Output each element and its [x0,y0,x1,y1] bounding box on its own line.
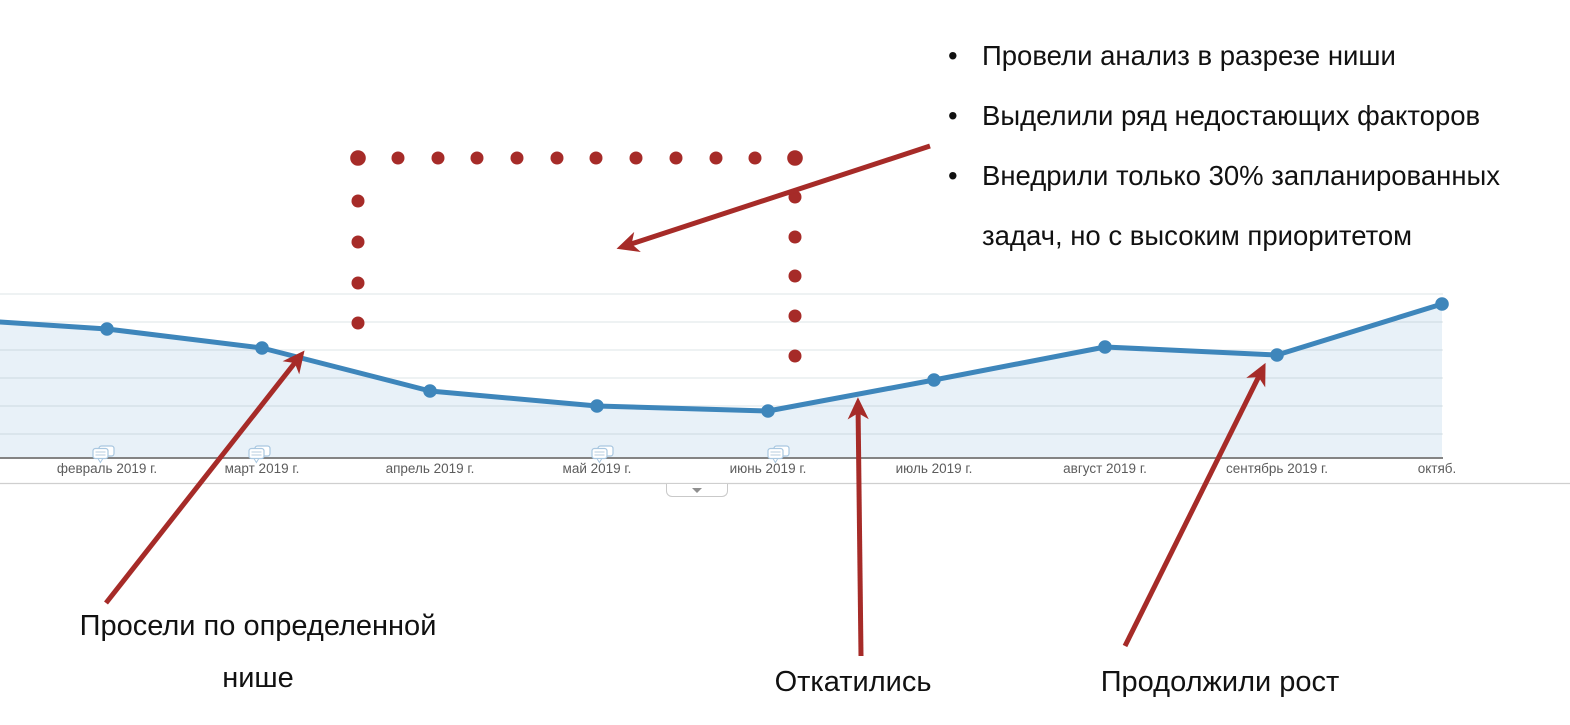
bullet-item: • Выделили ряд недостающих факторов [948,86,1563,146]
axis-label: июнь 2019 г. [729,461,807,476]
dotted-box-dot [510,151,524,165]
annotation-bubble-icon[interactable] [92,445,115,464]
note-drop-line1: Просели по определенной [79,610,437,642]
axis-label: февраль 2019 г. [56,461,158,476]
data-point[interactable] [255,341,269,355]
dotted-box-dot [629,151,643,165]
axis-label: июль 2019 г. [895,461,973,476]
annotation-bubble-icon[interactable] [591,445,614,464]
data-point[interactable] [761,404,775,418]
data-point[interactable] [100,322,114,336]
dotted-box-dot [431,151,445,165]
bullet-icon: • [948,160,958,191]
dotted-box-dot [351,194,365,208]
axis-label: октяб. [1417,461,1457,476]
data-point[interactable] [1435,297,1449,311]
axis-collapse-button[interactable] [666,484,728,497]
annotation-bubble-icon[interactable] [248,445,271,464]
bullet-item: • Провели анализ в разрезе ниши [948,26,1563,86]
axis-label: август 2019 г. [1063,461,1147,476]
bullet-text: задач, но с высоким приоритетом [982,220,1413,251]
arrow-to-dotted-box [616,143,931,252]
axis-label: май 2019 г. [562,461,632,476]
dotted-box-dot [351,276,365,290]
bullet-text: Выделили ряд недостающих факторов [982,100,1481,131]
note-rollback: Откатились [703,660,1003,704]
dotted-box-dot [350,150,366,166]
dotted-box-dot [470,151,484,165]
chevron-down-icon [692,488,702,493]
dotted-box-dot [787,150,803,166]
arrow-rollback [847,397,869,657]
data-point[interactable] [1270,348,1284,362]
dotted-box-dot [351,316,365,330]
dotted-box-dot [788,230,802,244]
bullet-text: Внедрили только 30% запланированных [982,160,1501,191]
bullet-item-continuation: • задач, но с высоким приоритетом [948,206,1563,266]
dotted-box-dot [550,151,564,165]
dotted-box-dot [788,309,802,323]
data-point[interactable] [1098,340,1112,354]
note-growth: Продолжили рост [1060,660,1380,704]
bullet-icon: • [948,100,958,131]
note-drop: Просели по определенной нише [28,600,488,704]
area-fill [0,304,1442,458]
dotted-box-dot [669,151,683,165]
dotted-box-dot [589,151,603,165]
axis-label: март 2019 г. [224,461,300,476]
dotted-box-dot [788,349,802,363]
data-point[interactable] [423,384,437,398]
note-rollback-line1: Откатились [774,666,932,698]
arrow-drop [104,350,305,605]
dotted-box-dot [748,151,762,165]
note-growth-line1: Продолжили рост [1100,666,1340,698]
note-drop-line2: нише [222,662,294,694]
data-point[interactable] [927,373,941,387]
data-point[interactable] [590,399,604,413]
dotted-box-dot [709,151,723,165]
traffic-line [0,301,1445,414]
dotted-box-dot [351,235,365,249]
bullet-item: • Внедрили только 30% запланированных [948,146,1563,206]
bullet-icon: • [948,40,958,71]
bullet-list: • Провели анализ в разрезе ниши • Выдели… [948,26,1563,266]
bullet-text: Провели анализ в разрезе ниши [982,40,1396,71]
dotted-box-dot [391,151,405,165]
annotation-bubble-icon[interactable] [767,445,790,464]
axis-label: сентябрь 2019 г. [1225,461,1329,476]
arrow-growth [1122,362,1266,648]
axis-label: апрель 2019 г. [385,461,475,476]
dotted-box-dot [788,269,802,283]
